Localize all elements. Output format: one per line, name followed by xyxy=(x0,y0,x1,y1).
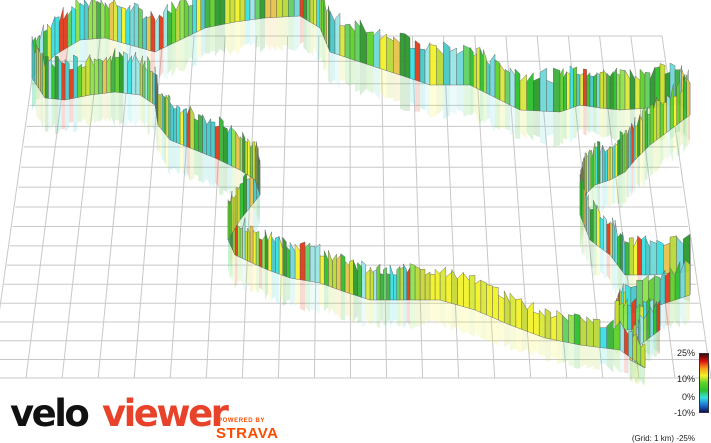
grid-scale-note: (Grid: 1 km) -25% xyxy=(632,434,695,443)
scale-label-0: 0% xyxy=(681,392,695,402)
logo-viewer-text: viewer xyxy=(102,392,229,435)
scale-label-25: 25% xyxy=(676,348,695,358)
scale-label-minus10: -10% xyxy=(673,408,695,418)
strava-logo[interactable]: STRAVA xyxy=(216,425,279,442)
grid-note: (Grid: 1 km) xyxy=(631,434,675,443)
scale-label-10: 10% xyxy=(676,374,695,384)
powered-by-label: POWERED BY xyxy=(218,418,266,424)
scale-label-minus25: -25% xyxy=(676,434,695,443)
logo-velo-text: velo xyxy=(10,392,90,435)
gradient-color-scale xyxy=(699,353,709,413)
route-elevation-wall xyxy=(31,0,691,369)
